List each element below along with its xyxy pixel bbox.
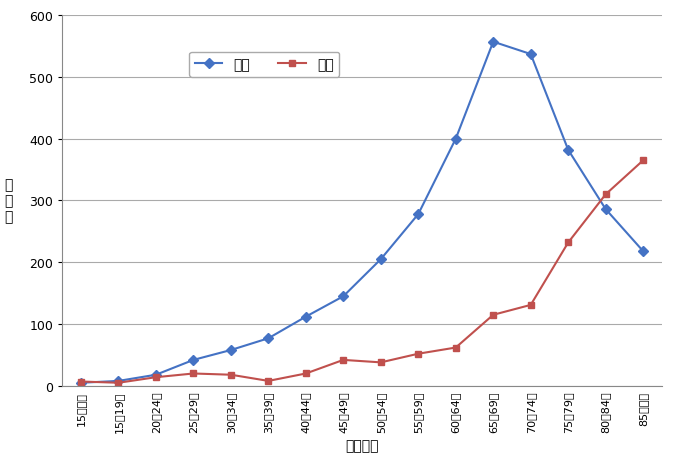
女性 <box>377 360 385 365</box>
Y-axis label: 死
亡
数: 死 亡 数 <box>4 178 13 224</box>
男性 <box>377 257 385 263</box>
女性 <box>189 371 197 376</box>
Line: 女性: 女性 <box>77 157 647 387</box>
Line: 男性: 男性 <box>77 39 647 387</box>
女性 <box>152 375 160 380</box>
男性 <box>189 357 197 363</box>
女性 <box>602 192 610 198</box>
女性 <box>114 380 122 386</box>
女性 <box>527 302 535 308</box>
女性 <box>77 379 85 384</box>
男性 <box>227 347 235 353</box>
男性 <box>339 294 347 300</box>
女性 <box>639 158 647 164</box>
女性 <box>452 345 460 350</box>
男性 <box>77 380 85 386</box>
男性 <box>639 249 647 254</box>
男性 <box>527 52 535 58</box>
女性 <box>415 351 423 357</box>
女性 <box>302 371 310 376</box>
女性 <box>339 357 347 363</box>
女性 <box>564 240 572 246</box>
女性 <box>489 313 497 318</box>
女性 <box>264 378 273 384</box>
X-axis label: 年齢階級: 年齢階級 <box>345 438 379 452</box>
Legend: 男性, 女性: 男性, 女性 <box>189 53 339 78</box>
男性 <box>415 212 423 218</box>
男性 <box>302 314 310 320</box>
男性 <box>264 336 273 341</box>
男性 <box>489 40 497 45</box>
男性 <box>452 137 460 142</box>
男性 <box>564 148 572 153</box>
男性 <box>152 372 160 378</box>
女性 <box>227 372 235 378</box>
男性 <box>114 378 122 384</box>
男性 <box>602 207 610 213</box>
